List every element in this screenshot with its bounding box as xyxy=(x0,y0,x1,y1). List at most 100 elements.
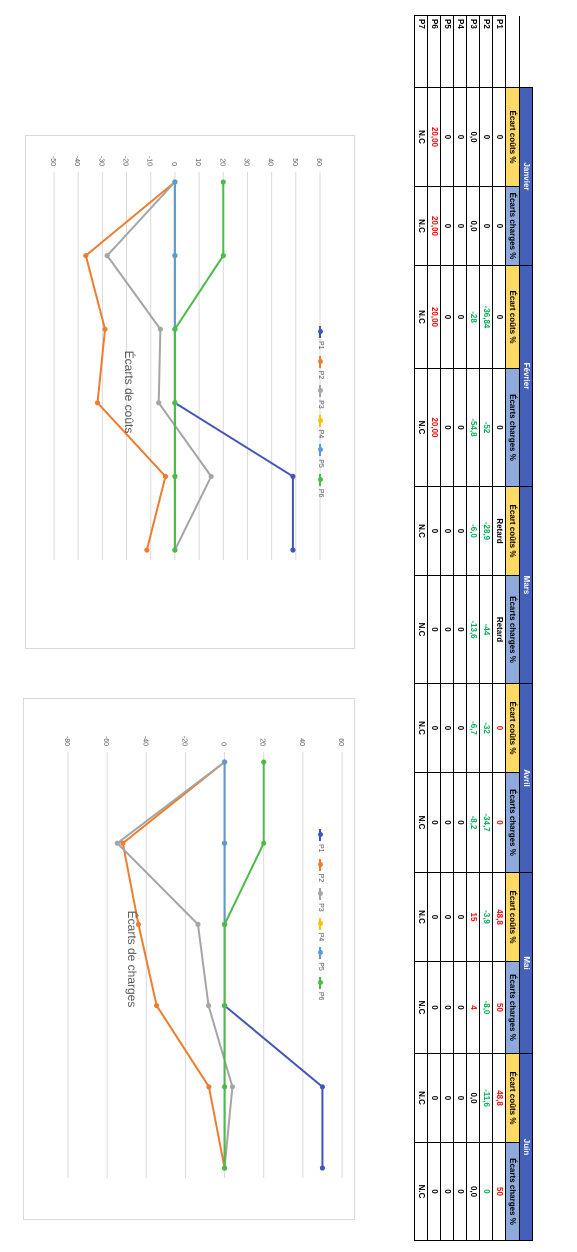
table-cell: 48,8 xyxy=(493,872,506,962)
legend-label: P5 xyxy=(317,962,324,971)
table-cell: N.C xyxy=(415,961,428,1054)
table-cell: N.C xyxy=(415,1053,428,1143)
cost-chart-panel: -50 -40 -30 -20 -10 0 10 20 30 40 50 60 Écarts de c… xyxy=(25,135,355,649)
table-cell: -34,7 xyxy=(480,772,493,873)
table-cell: -28,9 xyxy=(480,486,493,576)
table-row: P5 0 0 0 0 0 0 0 0 0 0 0 0 xyxy=(441,15,454,1241)
table-row-label: P7 xyxy=(415,15,428,88)
table-cell: 0 xyxy=(454,265,467,369)
charge-chart-legend: P1 P2 P3 P4 P5 P6 xyxy=(317,829,324,1006)
table-cell: -3,9 xyxy=(480,872,493,962)
table-row: P6 20,00 20,00 20,00 20,00 0 0 0 0 0 0 0 0 xyxy=(428,15,441,1241)
table-cost-column-header: Écart coûts % xyxy=(506,872,520,962)
table-cell: 0 xyxy=(441,368,454,487)
table-cell: 0 xyxy=(441,186,454,266)
legend-item-p6: P6 xyxy=(317,473,324,497)
table-cell: -6,7 xyxy=(467,683,480,773)
data-point-p6 xyxy=(220,253,226,259)
table-cell: 0 xyxy=(493,683,506,773)
legend-swatch xyxy=(319,385,322,398)
table-cell: -32 xyxy=(480,683,493,773)
legend-item-p3: P3 xyxy=(317,385,324,409)
data-point-p6 xyxy=(221,921,228,927)
table-cell: -6,0 xyxy=(467,486,480,576)
data-point-p5 xyxy=(172,179,178,185)
table-row-label: P3 xyxy=(467,15,480,88)
y-tick-label: 20 xyxy=(259,738,266,746)
legend-swatch xyxy=(319,414,322,427)
table-cell: 20,00 xyxy=(428,87,441,187)
cost-chart-title: Écarts de coûts xyxy=(122,350,136,434)
table-cell: 0 xyxy=(428,575,441,684)
legend-swatch xyxy=(319,917,322,930)
table-cell: 0 xyxy=(428,1142,441,1241)
cost-chart: -50 -40 -30 -20 -10 0 10 20 30 40 50 60 xyxy=(49,156,322,560)
table-cell: 0 xyxy=(454,1142,467,1241)
table-cell: 0 xyxy=(454,368,467,487)
legend-label: P4 xyxy=(317,932,324,942)
series-line-p6 xyxy=(223,762,265,1168)
table-cell: 0 xyxy=(454,772,467,873)
legend-item-p2: P2 xyxy=(317,355,324,379)
deviation-table: Janvier Février Mars Avril Mai Juin Écart coû… xyxy=(415,15,534,1241)
data-point-p3 xyxy=(104,253,110,259)
legend-label: P5 xyxy=(317,459,324,468)
legend-item-p3: P3 xyxy=(317,888,324,912)
data-point-p3 xyxy=(208,473,214,479)
table-row: P3 0,0 0,0 -28 -54,8 -6,0 -13,6 -6,7 -8,2 15 4 0,0 0… xyxy=(467,15,480,1241)
series-line-p1 xyxy=(173,182,294,550)
table-charge-column-header: Écarts charges % xyxy=(506,368,520,487)
table-cell: 20,00 xyxy=(428,368,441,487)
table-cell: -13,6 xyxy=(467,575,480,684)
y-tick-label: -40 xyxy=(141,736,148,746)
table-cell: -28 xyxy=(467,265,480,369)
table-cell: -52 xyxy=(480,368,493,487)
table-cost-column-header: Écart coûts % xyxy=(506,1053,520,1143)
data-point-p6 xyxy=(261,840,267,846)
table-cell: 0 xyxy=(454,486,467,576)
series-line-p1 xyxy=(223,762,324,1168)
table-cell: Retard xyxy=(493,486,506,576)
data-point-p2 xyxy=(162,473,169,479)
table-charge-column-header: Écarts charges % xyxy=(506,1142,520,1241)
table-cell: 4 xyxy=(467,961,480,1054)
table-cell: 0,0 xyxy=(467,87,480,187)
series-line-p6 xyxy=(173,182,225,550)
table-cell: 0 xyxy=(454,1053,467,1143)
table-corner-sub xyxy=(506,15,520,88)
legend-item-p5: P5 xyxy=(317,947,324,971)
table-cell: N.C xyxy=(415,1142,428,1241)
table-cell: -11,6 xyxy=(480,1053,493,1143)
cost-chart-legend: P1 P2 P3 P4 P5 P6 xyxy=(317,326,324,503)
table-cell: 48,8 xyxy=(493,1053,506,1143)
legend-swatch xyxy=(319,444,322,457)
data-point-p6 xyxy=(220,179,226,185)
y-tick-label: -20 xyxy=(122,156,129,166)
series-line-p2 xyxy=(84,181,176,551)
y-tick-label: 40 xyxy=(298,738,305,746)
table-row-label: P6 xyxy=(428,15,441,88)
legend-swatch xyxy=(319,326,322,338)
data-point-p6 xyxy=(261,759,267,765)
y-tick-label: 60 xyxy=(337,738,344,746)
table-cell: 0 xyxy=(428,1053,441,1143)
y-tick-label: 60 xyxy=(315,158,322,166)
y-tick-label: 10 xyxy=(194,158,201,166)
table-cell: 20,00 xyxy=(428,186,441,266)
table-cell: -8,0 xyxy=(480,961,493,1054)
table-cell: 0,0 xyxy=(467,1053,480,1143)
table-row-label: P1 xyxy=(493,15,506,88)
table-cell: 0,0 xyxy=(467,186,480,266)
series-line-p3 xyxy=(105,181,213,551)
y-tick-label: -50 xyxy=(49,156,56,166)
table-cell: 0 xyxy=(441,486,454,576)
table-cell: -36,84 xyxy=(480,265,493,369)
table-row: P4 0 0 0 0 0 0 0 0 0 0 0 0 xyxy=(454,15,467,1241)
legend-item-p2: P2 xyxy=(317,858,324,882)
data-point-p6 xyxy=(221,1165,228,1171)
table-charge-column-header: Écarts charges % xyxy=(506,186,520,266)
series-line-p3 xyxy=(115,761,234,1169)
table-cell: 0 xyxy=(454,575,467,684)
table-cell: N.C xyxy=(415,87,428,187)
legend-label: P6 xyxy=(317,991,324,1001)
